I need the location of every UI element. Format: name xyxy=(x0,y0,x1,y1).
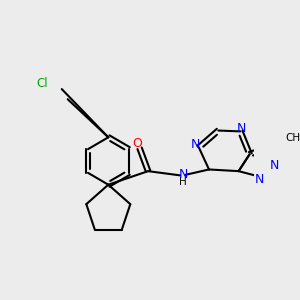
Text: H: H xyxy=(179,177,187,187)
Text: O: O xyxy=(132,137,142,150)
Text: CH₃: CH₃ xyxy=(285,133,300,143)
Text: N: N xyxy=(191,138,200,152)
Text: N: N xyxy=(270,159,279,172)
Text: N: N xyxy=(255,173,264,186)
Text: Cl: Cl xyxy=(37,77,48,91)
Text: N: N xyxy=(178,168,188,181)
Text: N: N xyxy=(237,122,246,135)
